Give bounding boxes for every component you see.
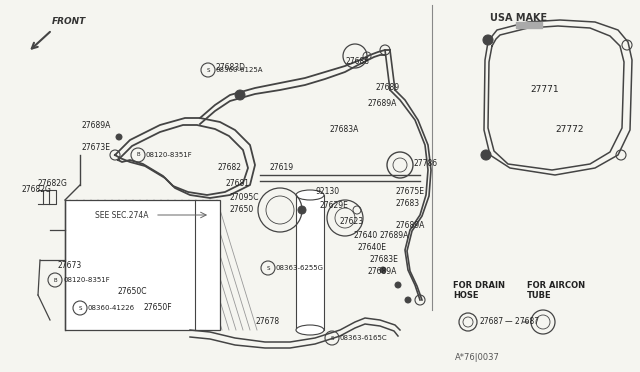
- Text: — 27687: — 27687: [505, 317, 539, 327]
- Ellipse shape: [296, 325, 324, 335]
- Text: 27689A: 27689A: [395, 221, 424, 230]
- Text: 08360-41226: 08360-41226: [88, 305, 135, 311]
- Text: 27673: 27673: [57, 260, 81, 269]
- Text: 27689A: 27689A: [82, 121, 111, 129]
- Text: FOR AIRCON: FOR AIRCON: [527, 280, 585, 289]
- Circle shape: [380, 267, 386, 273]
- Text: USA MAKE: USA MAKE: [490, 13, 547, 23]
- Text: B: B: [136, 153, 140, 157]
- Circle shape: [237, 92, 243, 98]
- Circle shape: [235, 90, 245, 100]
- Bar: [296, 195, 324, 330]
- Text: 08363-6255G: 08363-6255G: [276, 265, 324, 271]
- Text: 27683E: 27683E: [370, 256, 399, 264]
- Text: 27619: 27619: [270, 164, 294, 173]
- Text: TUBE: TUBE: [527, 292, 552, 301]
- Text: FRONT: FRONT: [52, 17, 86, 26]
- Text: 08360-6125A: 08360-6125A: [216, 67, 264, 73]
- Text: S: S: [78, 305, 82, 311]
- Text: 27650: 27650: [230, 205, 254, 215]
- Text: S: S: [330, 336, 333, 340]
- Text: 27681: 27681: [225, 179, 249, 187]
- Text: 27682: 27682: [218, 164, 242, 173]
- Circle shape: [116, 134, 122, 140]
- Circle shape: [481, 150, 491, 160]
- Text: 27675E: 27675E: [395, 187, 424, 196]
- Text: 27682G: 27682G: [22, 185, 52, 194]
- Text: 27673E: 27673E: [82, 144, 111, 153]
- Text: S: S: [206, 67, 210, 73]
- Text: 27689A: 27689A: [368, 99, 397, 108]
- Circle shape: [483, 35, 493, 45]
- Text: 27095C: 27095C: [230, 193, 259, 202]
- Text: 27640: 27640: [353, 231, 377, 240]
- Text: 27687: 27687: [479, 317, 503, 327]
- Bar: [65, 200, 220, 330]
- Text: 27688: 27688: [345, 58, 369, 67]
- Circle shape: [298, 206, 306, 214]
- Text: B: B: [53, 278, 57, 282]
- Text: 27678: 27678: [255, 317, 279, 327]
- Text: 27683: 27683: [395, 199, 419, 208]
- Text: 27640E: 27640E: [358, 244, 387, 253]
- Text: 08363-6165C: 08363-6165C: [340, 335, 388, 341]
- Text: 27683A: 27683A: [330, 125, 360, 135]
- Text: 27689A: 27689A: [380, 231, 410, 240]
- Text: 27786: 27786: [414, 158, 438, 167]
- Text: 27689A: 27689A: [367, 267, 396, 276]
- Text: 27629E: 27629E: [320, 201, 349, 209]
- Text: 27771: 27771: [530, 86, 559, 94]
- Text: 08120-8351F: 08120-8351F: [146, 152, 193, 158]
- Text: HOSE: HOSE: [453, 292, 479, 301]
- Bar: [0, 0, 430, 372]
- Text: 08120-8351F: 08120-8351F: [63, 277, 109, 283]
- Circle shape: [395, 282, 401, 288]
- Text: 27650F: 27650F: [143, 304, 172, 312]
- Ellipse shape: [296, 190, 324, 200]
- Circle shape: [405, 297, 411, 303]
- Text: 27772: 27772: [555, 125, 584, 135]
- Text: S: S: [266, 266, 269, 270]
- Text: 27689: 27689: [375, 83, 399, 93]
- Text: SEE SEC.274A: SEE SEC.274A: [95, 211, 148, 219]
- Text: 92130: 92130: [315, 187, 339, 196]
- Text: FOR DRAIN: FOR DRAIN: [453, 280, 505, 289]
- Text: A*76|0037: A*76|0037: [455, 353, 500, 362]
- Text: 27683D: 27683D: [215, 64, 245, 73]
- Text: 27682G: 27682G: [38, 179, 68, 187]
- Text: 27623: 27623: [340, 218, 364, 227]
- Text: 27650C: 27650C: [118, 288, 147, 296]
